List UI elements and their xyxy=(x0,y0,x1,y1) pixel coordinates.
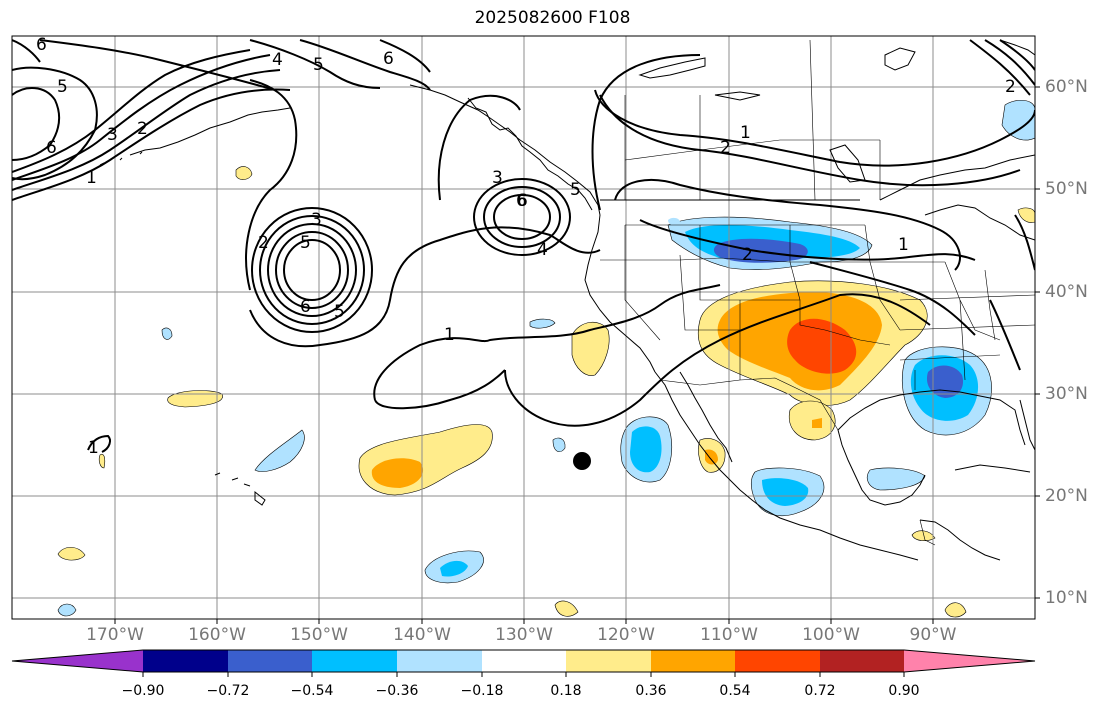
contour-label: 6 xyxy=(517,191,528,211)
lat-label-40n: 40°N xyxy=(1045,282,1088,302)
contour-label: 3 xyxy=(492,168,503,188)
contour-label: 1 xyxy=(86,168,97,188)
colorbar-low-extension xyxy=(12,650,143,672)
contour-label: 6 xyxy=(383,49,394,69)
map-title: 2025082600 F108 xyxy=(474,8,631,28)
colorbar-tick-label: −0.72 xyxy=(206,683,250,699)
colorbar-tick-label: −0.18 xyxy=(460,683,504,699)
gridlines xyxy=(12,36,1035,619)
colorbar-tick-label: 0.18 xyxy=(550,683,582,699)
lon-ticks xyxy=(114,619,934,624)
lon-label-120w: 120°W xyxy=(597,625,655,645)
colorbar-segment xyxy=(143,650,228,672)
storm-center-marker xyxy=(573,452,591,470)
contour-label: 5 xyxy=(300,233,311,253)
lon-label-140w: 140°W xyxy=(393,625,451,645)
colorbar-tick-label: 0.90 xyxy=(888,683,920,699)
lon-label-150w: 150°W xyxy=(290,625,348,645)
contour-label: 5 xyxy=(313,55,324,75)
colorbar-segment xyxy=(735,650,820,672)
lon-label-100w: 100°W xyxy=(802,625,860,645)
colorbar-tick-label: 0.36 xyxy=(635,683,667,699)
contour-label: 1 xyxy=(88,438,99,458)
contour-label: 5 xyxy=(334,302,345,322)
colorbar-segment xyxy=(312,650,397,672)
lat-label-50n: 50°N xyxy=(1045,179,1088,199)
colorbar-tick-label: 0.54 xyxy=(719,683,751,699)
map-area: 6 5 6 4 5 6 3 2 1 5 3 2 6 5 6 4 1 3 6 5 … xyxy=(12,35,1035,619)
lat-label-10n: 10°N xyxy=(1045,588,1088,608)
contour-label: 6 xyxy=(300,297,311,317)
contour-label: 2 xyxy=(137,119,148,139)
contour-label: 1 xyxy=(740,123,751,143)
colorbar-tick-label: −0.90 xyxy=(121,683,165,699)
colorbar xyxy=(11,649,1036,677)
contour-label: 3 xyxy=(311,210,322,230)
contour-label-layer: 6 5 6 4 5 6 3 2 1 5 3 2 6 5 6 4 1 3 6 5 … xyxy=(36,35,1016,458)
contour-label: 6 xyxy=(516,191,527,211)
political-borders xyxy=(600,39,1035,546)
contour-label: 3 xyxy=(107,125,118,145)
colorbar-segment xyxy=(820,650,904,672)
contour-label: 6 xyxy=(36,35,47,55)
contour-label: 2 xyxy=(720,138,731,158)
colorbar-segment xyxy=(228,650,312,672)
colorbar-tick-label: 0.72 xyxy=(804,683,836,699)
lon-label-160w: 160°W xyxy=(188,625,246,645)
contour-label: 5 xyxy=(57,77,68,97)
colorbar-tick-label: −0.36 xyxy=(375,683,419,699)
lat-ticks xyxy=(1035,86,1040,599)
lon-label-90w: 90°W xyxy=(909,625,957,645)
colorbar-segment xyxy=(651,650,735,672)
contour-label: 2 xyxy=(1005,77,1016,97)
contour-label: 4 xyxy=(537,240,548,260)
contour-label: 2 xyxy=(742,245,753,265)
contour-label: 2 xyxy=(258,233,269,253)
colorbar-segment xyxy=(482,650,566,672)
contour-label: 6 xyxy=(46,138,57,158)
lon-label-110w: 110°W xyxy=(700,625,758,645)
lat-label-20n: 20°N xyxy=(1045,486,1088,506)
contour-label: 4 xyxy=(272,50,283,70)
lon-label-170w: 170°W xyxy=(86,625,144,645)
contour-label: 1 xyxy=(444,325,455,345)
colorbar-segment xyxy=(566,650,651,672)
colorbar-tick-label: −0.54 xyxy=(290,683,334,699)
lat-label-30n: 30°N xyxy=(1045,384,1088,404)
contour-label: 5 xyxy=(570,180,581,200)
lon-label-130w: 130°W xyxy=(495,625,553,645)
contour-lines xyxy=(12,39,1035,453)
contour-label: 1 xyxy=(898,235,909,255)
lat-label-60n: 60°N xyxy=(1045,77,1088,97)
colorbar-segment xyxy=(397,650,482,672)
colorbar-high-extension xyxy=(904,650,1035,672)
